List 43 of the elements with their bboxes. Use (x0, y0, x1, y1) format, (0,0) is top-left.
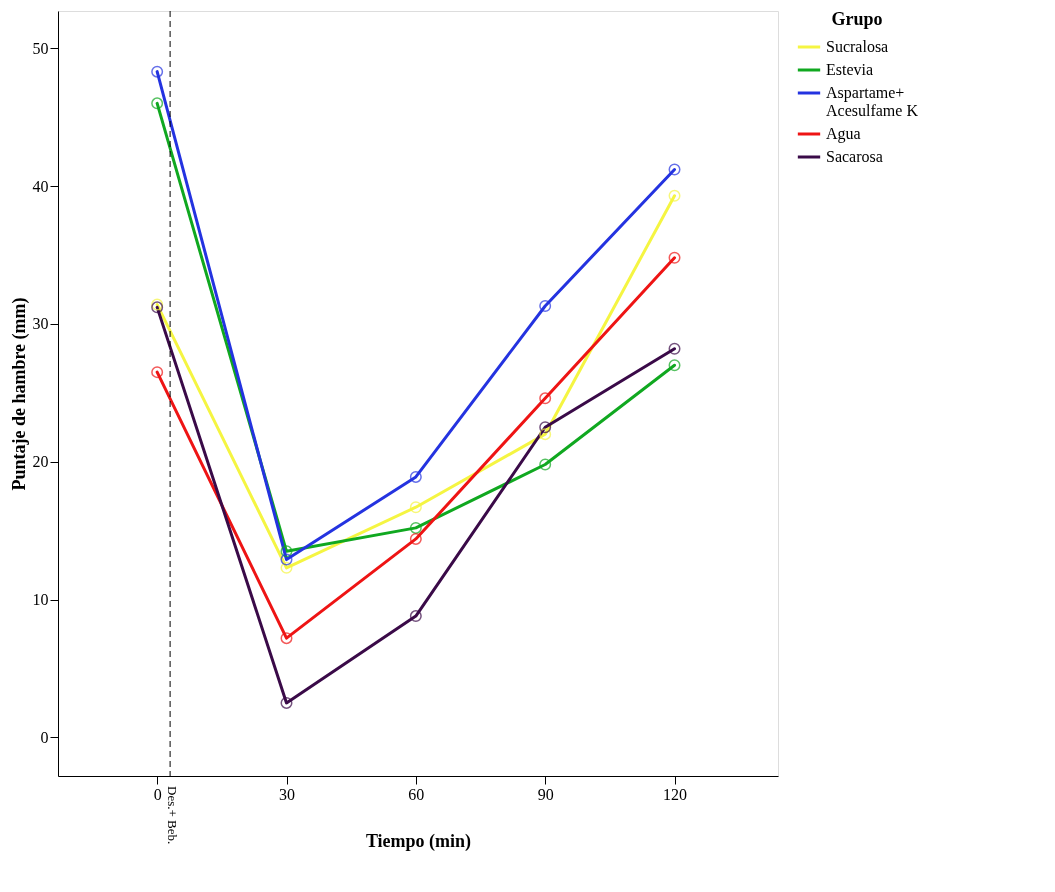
point (539, 392, 552, 405)
legend-label: Aspartame+ Acesulfame K (826, 84, 919, 119)
point (409, 521, 422, 534)
point (668, 359, 681, 372)
y-tick-label: 10 (32, 591, 49, 609)
y-axis-title: Puntaje de hambre (mm) (8, 297, 30, 491)
ref-line-label: Des.+ Beb. (165, 786, 181, 845)
x-tick-label: 0 (153, 785, 162, 803)
point (280, 553, 293, 566)
x-tick-label: 30 (279, 785, 295, 803)
point (668, 251, 681, 264)
point (539, 299, 552, 312)
legend-label: Sucralosa (826, 38, 889, 55)
x-tick-label: 60 (408, 785, 425, 803)
x-tick-label: 120 (663, 785, 688, 803)
y-tick-label: 30 (32, 315, 49, 333)
point (151, 97, 164, 110)
point (668, 342, 681, 355)
y-tick-label: 40 (32, 177, 49, 195)
legend-label: Agua (826, 125, 861, 143)
point (151, 366, 164, 379)
x-axis-title: Tiempo (min) (365, 830, 472, 852)
point (409, 610, 422, 623)
point (539, 421, 552, 434)
point (409, 532, 422, 545)
point (539, 428, 552, 441)
y-tick-label: 50 (32, 39, 49, 57)
y-tick-label: 0 (40, 728, 49, 746)
point (280, 632, 293, 645)
point (409, 470, 422, 483)
point (409, 501, 422, 514)
point (539, 458, 552, 471)
legend-label: Estevia (826, 61, 874, 78)
legend-title: Grupo (831, 9, 883, 29)
point (151, 65, 164, 78)
point (280, 545, 293, 558)
point (280, 696, 293, 709)
point (668, 163, 681, 176)
y-tick-label: 20 (32, 453, 49, 471)
legend-label: Sacarosa (826, 148, 883, 165)
point (668, 189, 681, 202)
point (280, 561, 293, 574)
x-tick-label: 90 (537, 785, 554, 803)
